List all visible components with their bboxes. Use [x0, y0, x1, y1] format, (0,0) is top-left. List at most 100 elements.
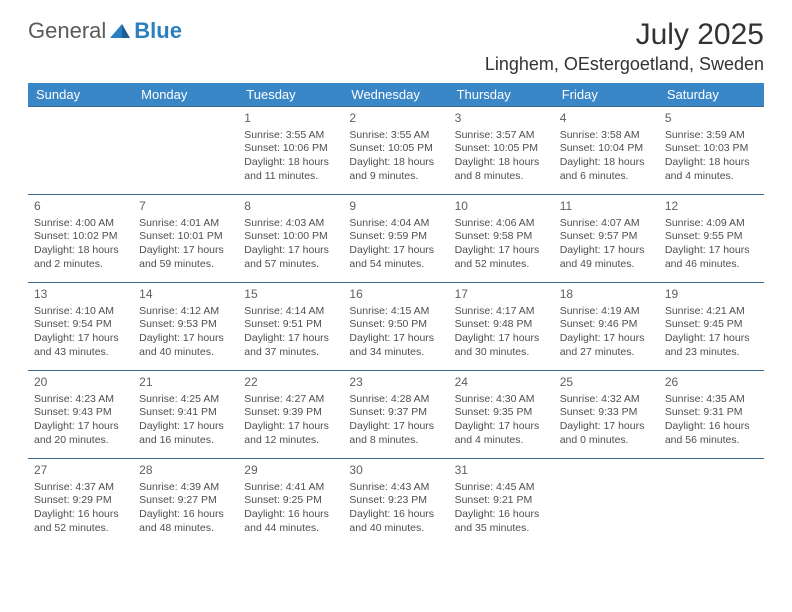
- calendar-week-row: 6Sunrise: 4:00 AMSunset: 10:02 PMDayligh…: [28, 195, 764, 283]
- calendar-day-cell: 18Sunrise: 4:19 AMSunset: 9:46 PMDayligh…: [554, 283, 659, 371]
- daylight-text: Daylight: 17 hours and 30 minutes.: [455, 332, 548, 359]
- sunset-text: Sunset: 9:41 PM: [139, 406, 232, 420]
- daylight-text: Daylight: 17 hours and 54 minutes.: [349, 244, 442, 271]
- daylight-text: Daylight: 17 hours and 0 minutes.: [560, 420, 653, 447]
- calendar-day-cell: 17Sunrise: 4:17 AMSunset: 9:48 PMDayligh…: [449, 283, 554, 371]
- sunrise-text: Sunrise: 3:55 AM: [349, 129, 442, 143]
- day-number: 11: [560, 199, 653, 215]
- sunrise-text: Sunrise: 3:57 AM: [455, 129, 548, 143]
- calendar-day-cell: 4Sunrise: 3:58 AMSunset: 10:04 PMDayligh…: [554, 107, 659, 195]
- sunset-text: Sunset: 9:46 PM: [560, 318, 653, 332]
- day-number: 3: [455, 111, 548, 127]
- daylight-text: Daylight: 16 hours and 35 minutes.: [455, 508, 548, 535]
- sunset-text: Sunset: 9:43 PM: [34, 406, 127, 420]
- daylight-text: Daylight: 17 hours and 20 minutes.: [34, 420, 127, 447]
- sunset-text: Sunset: 9:50 PM: [349, 318, 442, 332]
- sunset-text: Sunset: 9:54 PM: [34, 318, 127, 332]
- sunrise-text: Sunrise: 4:25 AM: [139, 393, 232, 407]
- weekday-header: Sunday: [28, 83, 133, 107]
- sunset-text: Sunset: 9:48 PM: [455, 318, 548, 332]
- daylight-text: Daylight: 18 hours and 11 minutes.: [244, 156, 337, 183]
- brand-text-1: General: [28, 18, 106, 44]
- day-number: 27: [34, 463, 127, 479]
- day-number: 26: [665, 375, 758, 391]
- sunrise-text: Sunrise: 4:32 AM: [560, 393, 653, 407]
- calendar-day-cell: 24Sunrise: 4:30 AMSunset: 9:35 PMDayligh…: [449, 371, 554, 459]
- sunrise-text: Sunrise: 4:10 AM: [34, 305, 127, 319]
- calendar-day-cell: 22Sunrise: 4:27 AMSunset: 9:39 PMDayligh…: [238, 371, 343, 459]
- daylight-text: Daylight: 17 hours and 37 minutes.: [244, 332, 337, 359]
- sunrise-text: Sunrise: 4:27 AM: [244, 393, 337, 407]
- calendar-day-cell: 2Sunrise: 3:55 AMSunset: 10:05 PMDayligh…: [343, 107, 448, 195]
- calendar-day-cell: 26Sunrise: 4:35 AMSunset: 9:31 PMDayligh…: [659, 371, 764, 459]
- sunset-text: Sunset: 10:05 PM: [349, 142, 442, 156]
- sunset-text: Sunset: 10:01 PM: [139, 230, 232, 244]
- daylight-text: Daylight: 17 hours and 49 minutes.: [560, 244, 653, 271]
- day-number: 12: [665, 199, 758, 215]
- calendar-day-cell: [28, 107, 133, 195]
- sunrise-text: Sunrise: 4:35 AM: [665, 393, 758, 407]
- calendar-day-cell: 23Sunrise: 4:28 AMSunset: 9:37 PMDayligh…: [343, 371, 448, 459]
- daylight-text: Daylight: 17 hours and 40 minutes.: [139, 332, 232, 359]
- day-number: 30: [349, 463, 442, 479]
- calendar-week-row: 1Sunrise: 3:55 AMSunset: 10:06 PMDayligh…: [28, 107, 764, 195]
- sunrise-text: Sunrise: 4:21 AM: [665, 305, 758, 319]
- daylight-text: Daylight: 17 hours and 46 minutes.: [665, 244, 758, 271]
- day-number: 29: [244, 463, 337, 479]
- day-number: 1: [244, 111, 337, 127]
- calendar-day-cell: [554, 459, 659, 547]
- weekday-header: Tuesday: [238, 83, 343, 107]
- calendar-day-cell: 9Sunrise: 4:04 AMSunset: 9:59 PMDaylight…: [343, 195, 448, 283]
- day-number: 8: [244, 199, 337, 215]
- month-title: July 2025: [485, 18, 764, 52]
- calendar-day-cell: 7Sunrise: 4:01 AMSunset: 10:01 PMDayligh…: [133, 195, 238, 283]
- sunset-text: Sunset: 9:51 PM: [244, 318, 337, 332]
- calendar-day-cell: 6Sunrise: 4:00 AMSunset: 10:02 PMDayligh…: [28, 195, 133, 283]
- day-number: 14: [139, 287, 232, 303]
- sunset-text: Sunset: 9:25 PM: [244, 494, 337, 508]
- triangle-icon: [110, 18, 130, 44]
- calendar-day-cell: 29Sunrise: 4:41 AMSunset: 9:25 PMDayligh…: [238, 459, 343, 547]
- sunset-text: Sunset: 9:21 PM: [455, 494, 548, 508]
- daylight-text: Daylight: 17 hours and 59 minutes.: [139, 244, 232, 271]
- daylight-text: Daylight: 17 hours and 34 minutes.: [349, 332, 442, 359]
- daylight-text: Daylight: 17 hours and 43 minutes.: [34, 332, 127, 359]
- daylight-text: Daylight: 18 hours and 6 minutes.: [560, 156, 653, 183]
- calendar-day-cell: 8Sunrise: 4:03 AMSunset: 10:00 PMDayligh…: [238, 195, 343, 283]
- day-number: 24: [455, 375, 548, 391]
- day-number: 7: [139, 199, 232, 215]
- calendar-day-cell: 12Sunrise: 4:09 AMSunset: 9:55 PMDayligh…: [659, 195, 764, 283]
- brand-text-2: Blue: [134, 18, 182, 44]
- calendar-body: 1Sunrise: 3:55 AMSunset: 10:06 PMDayligh…: [28, 107, 764, 547]
- weekday-header: Wednesday: [343, 83, 448, 107]
- daylight-text: Daylight: 16 hours and 44 minutes.: [244, 508, 337, 535]
- calendar-day-cell: 25Sunrise: 4:32 AMSunset: 9:33 PMDayligh…: [554, 371, 659, 459]
- day-number: 15: [244, 287, 337, 303]
- day-number: 9: [349, 199, 442, 215]
- daylight-text: Daylight: 17 hours and 4 minutes.: [455, 420, 548, 447]
- sunset-text: Sunset: 10:02 PM: [34, 230, 127, 244]
- calendar-day-cell: 11Sunrise: 4:07 AMSunset: 9:57 PMDayligh…: [554, 195, 659, 283]
- calendar-day-cell: 13Sunrise: 4:10 AMSunset: 9:54 PMDayligh…: [28, 283, 133, 371]
- sunrise-text: Sunrise: 4:03 AM: [244, 217, 337, 231]
- sunrise-text: Sunrise: 4:19 AM: [560, 305, 653, 319]
- sunrise-text: Sunrise: 4:23 AM: [34, 393, 127, 407]
- calendar-day-cell: 21Sunrise: 4:25 AMSunset: 9:41 PMDayligh…: [133, 371, 238, 459]
- daylight-text: Daylight: 17 hours and 23 minutes.: [665, 332, 758, 359]
- weekday-header: Thursday: [449, 83, 554, 107]
- daylight-text: Daylight: 16 hours and 40 minutes.: [349, 508, 442, 535]
- sunrise-text: Sunrise: 3:59 AM: [665, 129, 758, 143]
- calendar-day-cell: 16Sunrise: 4:15 AMSunset: 9:50 PMDayligh…: [343, 283, 448, 371]
- day-number: 17: [455, 287, 548, 303]
- sunrise-text: Sunrise: 4:04 AM: [349, 217, 442, 231]
- day-number: 23: [349, 375, 442, 391]
- daylight-text: Daylight: 18 hours and 2 minutes.: [34, 244, 127, 271]
- calendar-day-cell: 20Sunrise: 4:23 AMSunset: 9:43 PMDayligh…: [28, 371, 133, 459]
- calendar-day-cell: 28Sunrise: 4:39 AMSunset: 9:27 PMDayligh…: [133, 459, 238, 547]
- sunrise-text: Sunrise: 4:06 AM: [455, 217, 548, 231]
- weekday-header: Saturday: [659, 83, 764, 107]
- day-number: 21: [139, 375, 232, 391]
- weekday-header-row: Sunday Monday Tuesday Wednesday Thursday…: [28, 83, 764, 107]
- title-block: July 2025 Linghem, OEstergoetland, Swede…: [485, 18, 764, 75]
- calendar-week-row: 20Sunrise: 4:23 AMSunset: 9:43 PMDayligh…: [28, 371, 764, 459]
